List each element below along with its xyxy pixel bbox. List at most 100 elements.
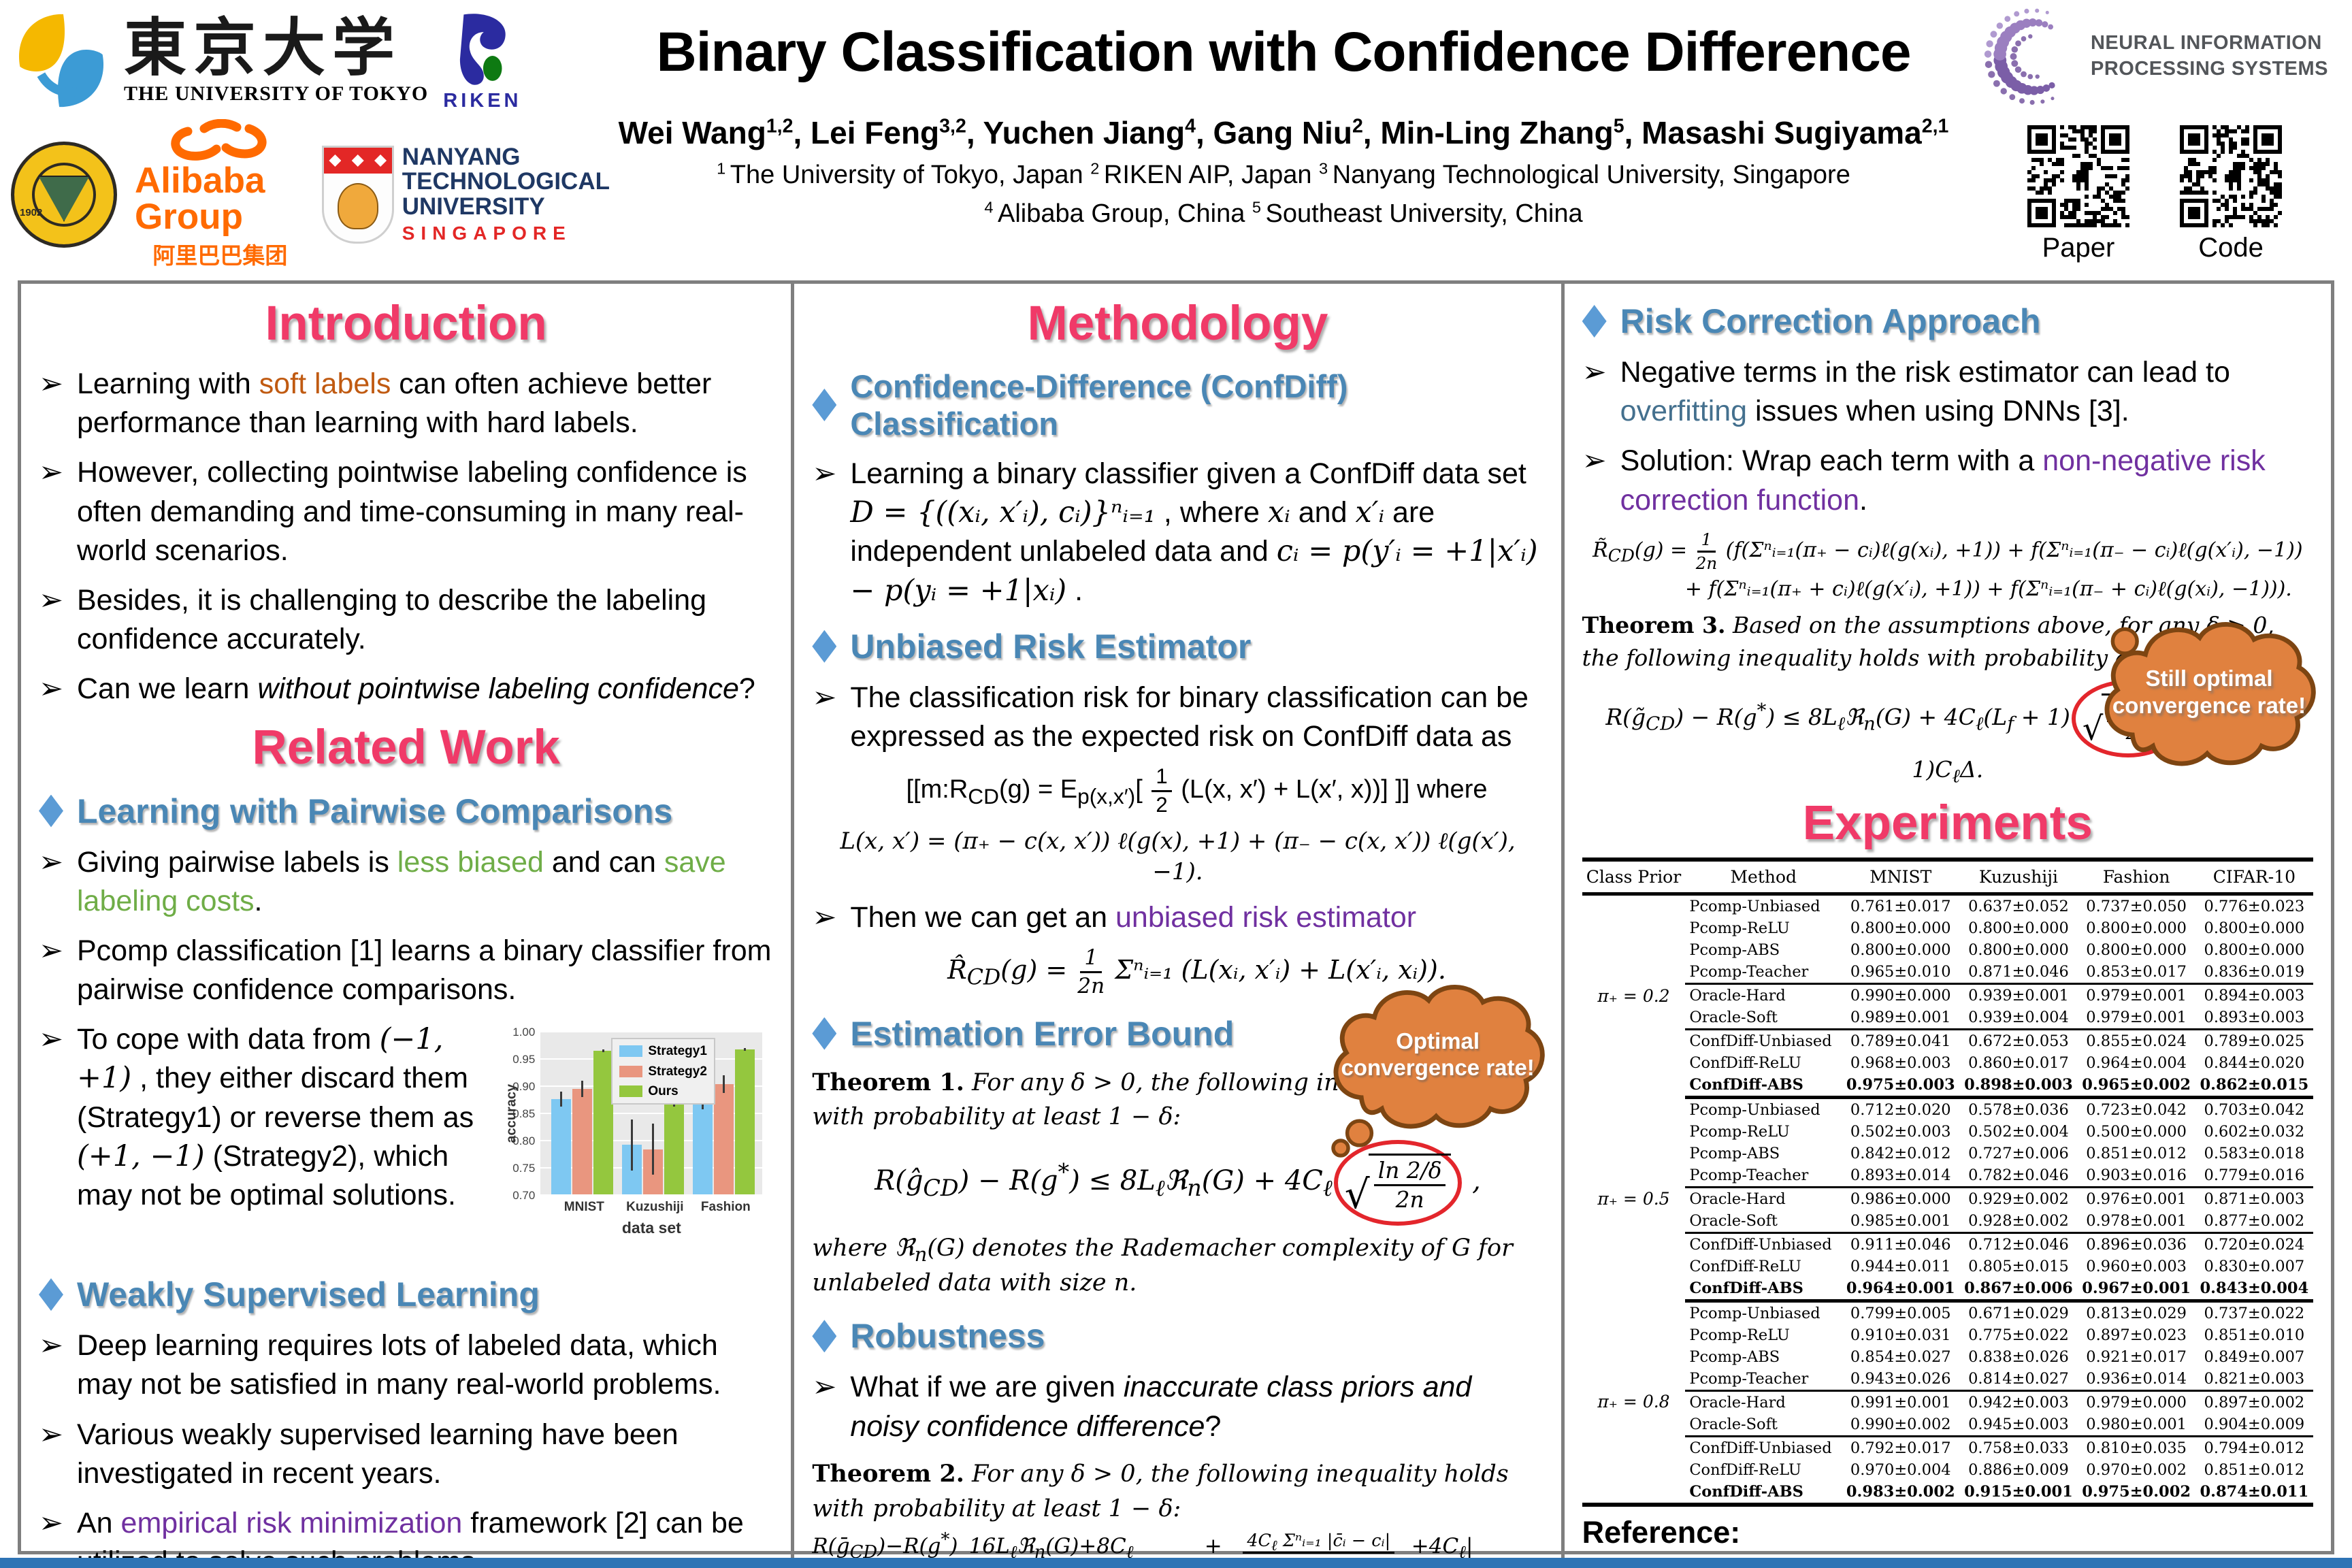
accuracy-cell: 0.776±0.023 <box>2204 897 2305 915</box>
table-row: π₊ = 0.8 Pcomp-Unbiased 0.799±0.005 0.671±0… <box>1582 1301 2313 1411</box>
reference-heading: Reference: <box>1582 1514 1741 1550</box>
class-prior-cell: π₊ = 0.8 <box>1597 1391 1670 1411</box>
error-bar <box>560 1092 563 1107</box>
accuracy-cell: 0.775±0.022 <box>1968 1326 2069 1344</box>
method-cell: Oracle-Soft <box>1685 1006 1842 1030</box>
accuracy-cell: 0.851±0.012 <box>2204 1460 2305 1479</box>
accuracy-cell: 0.794±0.012 <box>2204 1439 2305 1457</box>
error-bar <box>652 1124 655 1175</box>
accuracy-cell: 0.897±0.023 <box>2086 1326 2187 1344</box>
table-row: ConfDiff-ReLU 0.970±0.004 0.886±0.009 0.970… <box>1582 1459 2313 1481</box>
method-cell: Pcomp-Unbiased <box>1689 1100 1820 1119</box>
y-tick-label: 1.00 <box>512 1026 536 1039</box>
ntu-lion-icon <box>337 182 378 229</box>
y-axis-label: accuracy <box>504 1084 520 1143</box>
bullet-item: Strategy1 Strategy2 Ours 0.70 0.75 0.80 0.85 0.… <box>39 1020 773 1237</box>
southeast-university-logo: 1902 <box>11 142 117 248</box>
table-row: Pcomp-ReLU 0.910±0.031 0.775±0.022 0.897±0.… <box>1582 1324 2313 1346</box>
accuracy-cell: 0.975±0.002 <box>2082 1482 2191 1501</box>
method-cell: ConfDiff-ABS <box>1685 1277 1842 1303</box>
seu-year: 1902 <box>20 206 43 218</box>
accuracy-cell: 0.500±0.000 <box>2086 1122 2187 1141</box>
accuracy-cell: 0.502±0.003 <box>1850 1122 1951 1141</box>
accuracy-cell: 0.896±0.036 <box>2086 1235 2187 1254</box>
accuracy-cell: 0.800±0.000 <box>2086 919 2187 937</box>
table-row: ConfDiff-Unbiased 0.911±0.046 0.712±0.046 0… <box>1582 1232 2313 1256</box>
column-results: Risk Correction Approach Negative terms … <box>1561 284 2331 1568</box>
method-cell: ConfDiff-Unbiased <box>1689 1032 1832 1050</box>
chart-plot-area: Strategy1 Strategy2 Ours <box>540 1031 763 1196</box>
introduction-bullets: Learning with soft labels can often achi… <box>39 365 773 709</box>
accuracy-cell: 0.978±0.001 <box>2077 1209 2195 1234</box>
method-cell: ConfDiff-ABS <box>1685 1073 1842 1099</box>
accuracy-cell: 0.921±0.017 <box>2086 1348 2187 1366</box>
accuracy-cell: 0.942±0.003 <box>1968 1393 2069 1411</box>
bar-ours-fashion <box>735 1049 755 1195</box>
accuracy-cell: 0.782±0.046 <box>1959 1164 2078 1188</box>
accuracy-cell: 0.979±0.000 <box>2086 1393 2187 1411</box>
accuracy-cell: 0.985±0.001 <box>1842 1209 1960 1234</box>
table-column-header: MNIST <box>1842 859 1960 896</box>
accuracy-cell: 0.893±0.003 <box>2195 1006 2313 1030</box>
table-row: Pcomp-Teacher 0.893±0.014 0.782±0.046 0.903… <box>1582 1164 2313 1188</box>
method-cell: Oracle-Hard <box>1689 1190 1786 1208</box>
header: 東京大学 THE UNIVERSITY OF TOKYO RIKEN 1902 <box>0 0 2352 280</box>
accuracy-cell: 0.836±0.019 <box>2195 960 2313 985</box>
accuracy-cell: 0.578±0.036 <box>1968 1100 2069 1119</box>
accuracy-cell: 0.800±0.000 <box>2204 941 2305 959</box>
accuracy-cell: 0.964±0.004 <box>2086 1054 2187 1072</box>
class-prior-cell: π₊ = 0.2 <box>1597 986 1670 1007</box>
experiments-table-wrap: Class Prior Method MNIST Kuzushiji Fashion CI… <box>1582 857 2313 1507</box>
accuracy-cell: 0.965±0.002 <box>2077 1073 2195 1099</box>
accuracy-cell: 0.851±0.010 <box>2204 1326 2305 1344</box>
table-row: Pcomp-Teacher 0.943±0.026 0.814±0.027 0.936… <box>1582 1367 2313 1392</box>
utokyo-name-en: THE UNIVERSITY OF TOKYO <box>124 82 429 105</box>
legend-label: Strategy2 <box>648 1064 707 1079</box>
error-bar <box>602 1049 605 1053</box>
heading-robustness: Robustness <box>812 1316 1543 1356</box>
accuracy-cell: 0.727±0.006 <box>1968 1144 2069 1162</box>
diamond-icon <box>812 1320 837 1353</box>
accuracy-cell: 0.583±0.018 <box>2204 1144 2305 1162</box>
diamond-icon <box>812 1017 837 1050</box>
accuracy-cell: 0.979±0.001 <box>2086 986 2187 1004</box>
affiliations-line-2: 4 Alibaba Group, China 5 Southeast Unive… <box>984 198 1583 228</box>
accuracy-cell: 0.979±0.001 <box>2077 1006 2195 1030</box>
accuracy-cell: 0.862±0.015 <box>2195 1073 2313 1099</box>
heading-confdiff-classification: Confidence-Difference (ConfDiff) Classif… <box>812 368 1543 442</box>
alibaba-logo: Alibaba Group 阿里巴巴集团 <box>135 119 306 270</box>
accuracy-cell: 0.779±0.016 <box>2195 1164 2313 1188</box>
table-row: Pcomp-ABS 0.800±0.000 0.800±0.000 0.800±0.0… <box>1582 939 2313 961</box>
method-cell: ConfDiff-Unbiased <box>1689 1439 1832 1457</box>
accuracy-cell: 0.720±0.024 <box>2204 1235 2305 1254</box>
bar-strategy1-mnist <box>551 1099 572 1195</box>
estimator-formula: R̂CD(g) = 1 2n Σⁿᵢ₌₁ (L(xᵢ, x′ᵢ) + L(x′ᵢ,… <box>947 945 1446 998</box>
ntu-logo: NANYANG TECHNOLOGICAL UNIVERSITY SINGAPO… <box>321 144 610 244</box>
accuracy-cell: 0.975±0.003 <box>1842 1073 1960 1099</box>
bullet-item: Learning with soft labels can often achi… <box>39 365 773 442</box>
table-row: Oracle-Soft 0.985±0.001 0.928±0.002 0.978±0… <box>1582 1209 2313 1234</box>
accuracy-cell: 0.871±0.003 <box>2204 1190 2305 1208</box>
bullet-item: Besides, it is challenging to describe t… <box>39 581 773 659</box>
y-tick-label: 0.90 <box>512 1080 536 1094</box>
accuracy-cell: 0.761±0.017 <box>1850 897 1951 915</box>
accuracy-cell: 0.842±0.012 <box>1850 1144 1951 1162</box>
experiments-table: Class Prior Method MNIST Kuzushiji Fashion CI… <box>1582 857 2313 1507</box>
accuracy-cell: 0.989±0.001 <box>1842 1006 1960 1030</box>
bullet-item: Negative terms in the risk estimator can… <box>1582 353 2313 431</box>
method-cell: Pcomp-Teacher <box>1685 960 1842 985</box>
class-prior-cell: π₊ = 0.5 <box>1597 1189 1670 1209</box>
qr-paper-label: Paper <box>2042 233 2115 263</box>
x-tick-label: Fashion <box>700 1200 751 1215</box>
utokyo-logo-icon <box>11 10 112 111</box>
error-bar <box>631 1119 634 1171</box>
column-introduction: Introduction Learning with soft labels c… <box>21 284 791 1568</box>
accuracy-cell: 0.789±0.041 <box>1850 1032 1951 1050</box>
accuracy-cell: 0.986±0.000 <box>1850 1190 1951 1208</box>
bottom-accent-bar <box>0 1558 2352 1568</box>
accuracy-cell: 0.737±0.050 <box>2086 897 2187 915</box>
table-row: Pcomp-ReLU 0.800±0.000 0.800±0.000 0.800±0.… <box>1582 917 2313 939</box>
legend-swatch <box>619 1085 643 1097</box>
qr-paper-image <box>2027 125 2129 227</box>
bullet-item: What if we are given inaccurate class pr… <box>812 1368 1543 1446</box>
